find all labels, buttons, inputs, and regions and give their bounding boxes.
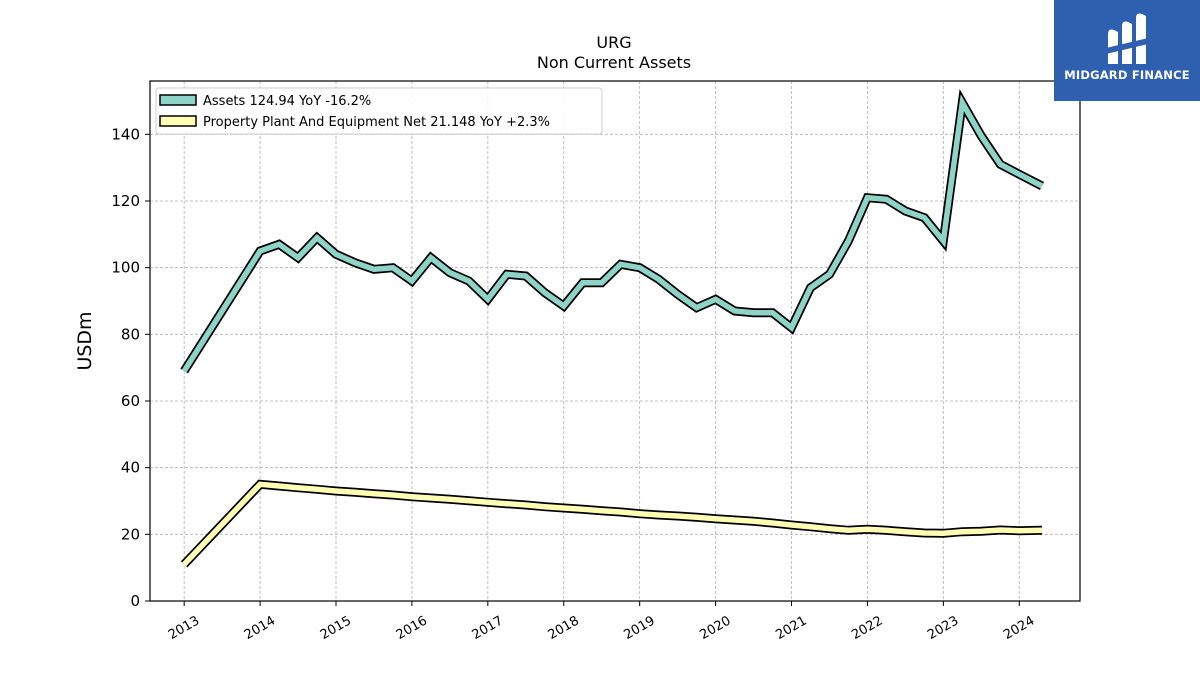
x-tick-label: 2016 <box>394 613 430 643</box>
series-line-outline <box>180 479 1043 568</box>
legend-swatch <box>159 94 197 106</box>
y-tick-label: 40 <box>121 459 140 477</box>
series-line-outline <box>180 88 1045 374</box>
y-tick-label: 120 <box>111 192 140 210</box>
legend: Assets 124.94 YoY -16.2% Property Plant A… <box>155 87 603 135</box>
y-tick-label: 0 <box>130 592 140 610</box>
series-layer <box>180 88 1045 568</box>
legend-label: Property Plant And Equipment Net 21.148 … <box>203 115 550 130</box>
logo-text: MIDGARD FINANCE <box>1064 68 1190 82</box>
x-tick-label: 2018 <box>546 613 582 643</box>
chart-title: URG <box>596 33 631 52</box>
y-tick-label: 20 <box>121 525 140 543</box>
chart-subtitle: Non Current Assets <box>537 53 691 72</box>
x-tick-label: 2017 <box>470 613 506 643</box>
y-tick-label: 140 <box>111 125 140 143</box>
legend-swatch <box>159 115 197 127</box>
x-tick-label: 2013 <box>166 613 202 643</box>
grid <box>150 81 1080 602</box>
legend-box <box>155 87 603 135</box>
x-tick-label: 2020 <box>697 613 733 643</box>
x-tick-label: 2021 <box>773 613 809 643</box>
series-line-assets <box>181 94 1044 373</box>
x-tick-label: 2022 <box>849 613 885 643</box>
x-tick-label: 2019 <box>622 613 658 643</box>
y-axis-label: USDm <box>74 311 96 370</box>
x-tick-label: 2015 <box>318 613 354 643</box>
y-axis: 0 20 40 60 80 100 120 140 <box>111 125 150 610</box>
series-line-ppe <box>182 481 1043 567</box>
x-tick-label: 2014 <box>242 613 278 643</box>
logo: MIDGARD FINANCE <box>1054 0 1200 101</box>
y-tick-label: 100 <box>111 259 140 277</box>
y-tick-label: 60 <box>121 392 140 410</box>
legend-label: Assets 124.94 YoY -16.2% <box>203 94 371 109</box>
plot-frame <box>149 80 1081 602</box>
x-tick-label: 2023 <box>925 613 961 643</box>
y-tick-label: 80 <box>121 325 140 343</box>
logo-mark-icon <box>1106 13 1148 64</box>
x-tick-label: 2024 <box>1001 613 1037 643</box>
x-axis: 2013 2014 2015 2016 2017 2018 2019 2020 2021 2022… <box>166 601 1037 643</box>
